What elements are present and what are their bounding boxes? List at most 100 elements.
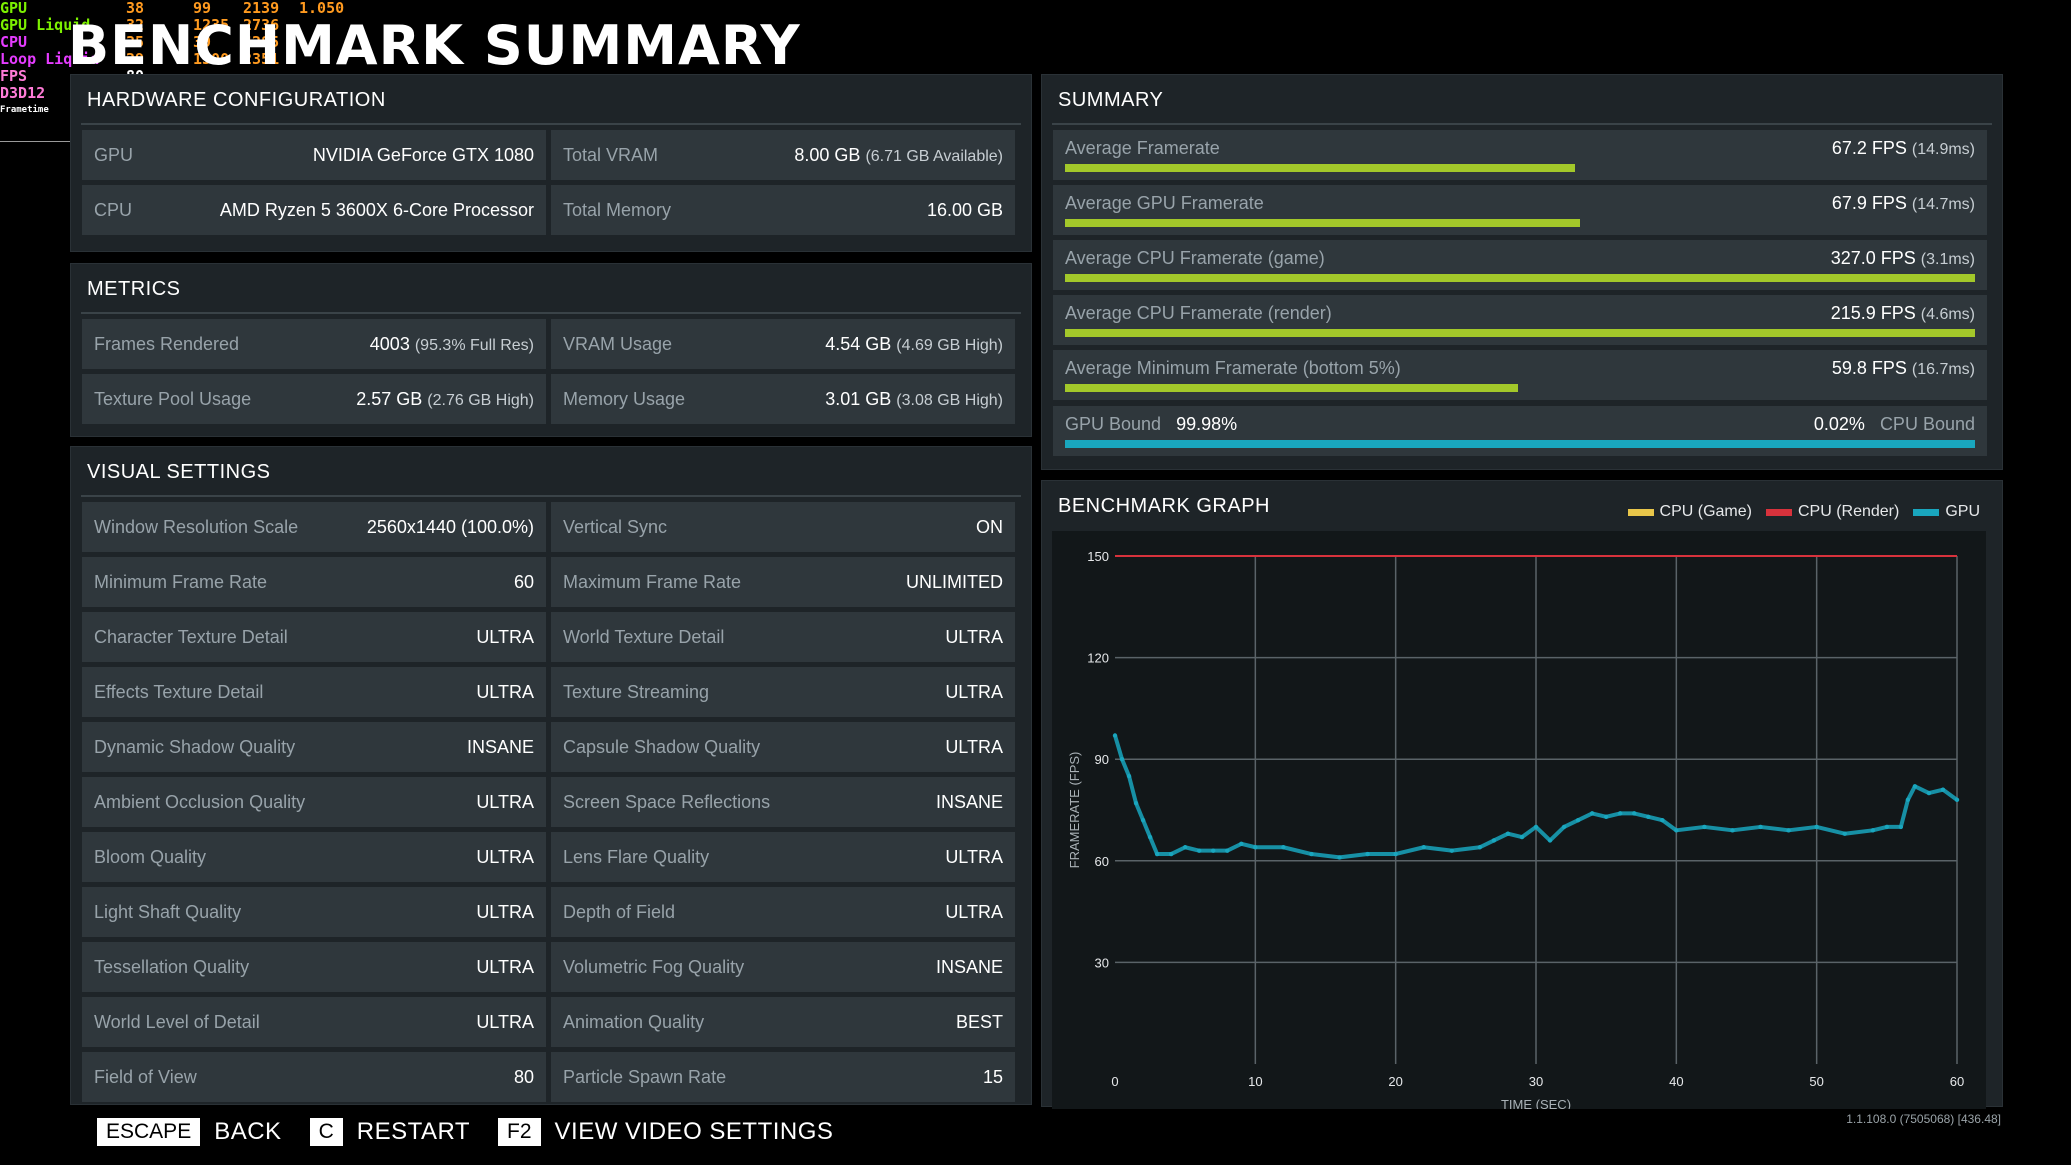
summary-row: Average Framerate 67.2 FPS (14.9ms) — [1053, 130, 1987, 180]
summary-value: 67.2 FPS (14.9ms) — [1832, 138, 1975, 159]
view-video-settings-button[interactable]: VIEW VIDEO SETTINGS — [554, 1118, 834, 1145]
legend-item: GPU — [1913, 503, 1980, 521]
gpu-data-point — [1898, 824, 1904, 830]
gpu-data-point — [1365, 851, 1370, 857]
setting-cell: Depth of Field ULTRA — [551, 887, 1015, 937]
summary-fps: 67.2 FPS — [1831, 138, 1907, 158]
setting-label: Ambient Occlusion Quality — [94, 791, 306, 812]
setting-cell: Ambient Occlusion Quality ULTRA — [82, 777, 546, 827]
summary-ms: (14.9ms) — [1911, 141, 1975, 158]
legend-swatch — [1627, 508, 1654, 516]
x-axis-label: TIME (SEC) — [1501, 1097, 1571, 1109]
value-main: 2.57 GB — [356, 388, 423, 409]
setting-value: ULTRA — [945, 847, 1003, 868]
setting-label: Maximum Frame Rate — [563, 571, 742, 592]
gpu-data-point — [1253, 845, 1258, 850]
osd-value: 2139 — [243, 0, 280, 17]
setting-cell: Frames Rendered 4003 (95.3% Full Res) — [82, 319, 546, 369]
f2-key[interactable]: F2 — [498, 1118, 541, 1146]
setting-cell: CPU AMD Ryzen 5 3600X 6-Core Processor — [82, 185, 546, 235]
gpu-data-point — [1603, 814, 1609, 819]
osd-label: GPU — [0, 0, 28, 17]
benchmark-chart-svg: 0 10 20 30 40 50 60 30 60 90 120 150 TIME (SEC) FRAME… — [1067, 549, 1964, 1112]
gpu-data-point — [1575, 817, 1581, 823]
summary-fps: 67.9 FPS — [1831, 193, 1907, 213]
setting-label: Total Memory — [563, 199, 672, 220]
setting-label: Character Texture Detail — [94, 626, 288, 647]
setting-value: 16.00 GB — [927, 200, 1003, 221]
setting-value: AMD Ryzen 5 3600X 6-Core Processor — [220, 200, 534, 221]
gpu-data-point — [1814, 824, 1819, 830]
summary-label: Average GPU Framerate — [1065, 193, 1264, 213]
osd-label: FPS — [0, 67, 28, 85]
osd-value: 39 — [193, 33, 212, 51]
legend-label: CPU (Game) — [1659, 503, 1752, 520]
summary-ms: (3.1ms) — [1920, 251, 1975, 268]
setting-cell: Texture Pool Usage 2.57 GB (2.76 GB High) — [82, 374, 546, 424]
escape-key[interactable]: ESCAPE — [97, 1118, 201, 1146]
setting-cell: Character Texture Detail ULTRA — [82, 612, 546, 662]
gpu-data-point — [1589, 811, 1595, 816]
osd-value: 4285 — [243, 33, 280, 51]
osd-label: Loop Liquid — [0, 50, 100, 68]
divider — [81, 123, 1021, 125]
summary-row: Average CPU Framerate (game) 327.0 FPS (3… — [1053, 240, 1987, 290]
restart-button[interactable]: RESTART — [356, 1118, 471, 1145]
gpu-data-point — [1519, 834, 1525, 840]
gpu-data-point — [1491, 838, 1497, 843]
value-main: ULTRA — [476, 681, 534, 702]
setting-value: ULTRA — [476, 902, 534, 923]
setting-value: ULTRA — [476, 792, 534, 813]
value-main: UNLIMITED — [905, 571, 1003, 592]
summary-fps: 59.8 FPS — [1831, 358, 1907, 378]
gpu-data-point — [1309, 851, 1314, 857]
setting-cell: VRAM Usage 4.54 GB (4.69 GB High) — [551, 319, 1015, 369]
osd-value: 99 — [193, 0, 212, 17]
setting-cell: Vertical Sync ON — [551, 502, 1015, 552]
footer-actions: ESCAPE BACK C RESTART F2 VIEW VIDEO SETT… — [97, 1118, 861, 1146]
legend-label: CPU (Render) — [1797, 503, 1900, 520]
gpu-data-point — [1940, 787, 1946, 792]
value-main: ON — [976, 516, 1003, 537]
setting-label: GPU — [94, 144, 134, 165]
divider — [1052, 123, 1992, 125]
gpu-data-point — [1449, 848, 1454, 853]
setting-label: Depth of Field — [563, 901, 676, 922]
gpu-data-point — [1618, 811, 1623, 816]
gpu-data-point — [1646, 814, 1651, 819]
osd-value: 29 — [126, 50, 145, 68]
setting-value: 4.54 GB (4.69 GB High) — [825, 334, 1003, 355]
gpu-series-line — [1113, 734, 1959, 860]
setting-value: ULTRA — [945, 682, 1003, 703]
value-main: 15 — [982, 1066, 1003, 1087]
setting-label: Texture Streaming — [563, 681, 710, 702]
summary-bar — [1065, 384, 1519, 392]
setting-label: Memory Usage — [563, 388, 686, 409]
setting-cell: Window Resolution Scale 2560x1440 (100.0%… — [82, 502, 546, 552]
metrics-panel: METRICS Frames Rendered 4003 (95.3% Full … — [70, 263, 1032, 437]
graph-title: BENCHMARK GRAPH — [1058, 495, 1270, 517]
summary-label: Average CPU Framerate (render) — [1065, 303, 1332, 323]
visual-settings-panel: VISUAL SETTINGS Window Resolution Scale 2… — [70, 446, 1032, 1105]
gpu-data-point — [1126, 773, 1132, 779]
setting-label: Tessellation Quality — [94, 956, 250, 977]
gpu-data-point — [1154, 851, 1160, 857]
value-main: ULTRA — [476, 956, 534, 977]
summary-title: SUMMARY — [1058, 89, 1164, 111]
gpu-data-point — [1133, 801, 1139, 806]
legend-swatch — [1765, 508, 1792, 516]
back-button[interactable]: BACK — [214, 1118, 282, 1145]
setting-label: Lens Flare Quality — [563, 846, 710, 867]
y-tick-label: 90 — [1095, 752, 1109, 767]
setting-cell: World Level of Detail ULTRA — [82, 997, 546, 1047]
setting-value: ULTRA — [476, 1012, 534, 1033]
setting-value: 4003 (95.3% Full Res) — [370, 334, 534, 355]
setting-label: Window Resolution Scale — [94, 516, 299, 537]
y-tick-label: 150 — [1087, 549, 1109, 564]
setting-label: Field of View — [94, 1066, 197, 1087]
c-key[interactable]: C — [309, 1118, 343, 1146]
osd-value: 1235 — [193, 16, 230, 34]
summary-value: 67.9 FPS (14.7ms) — [1832, 193, 1975, 214]
bound-bar — [1065, 440, 1975, 448]
value-detail: (4.69 GB High) — [896, 336, 1003, 354]
